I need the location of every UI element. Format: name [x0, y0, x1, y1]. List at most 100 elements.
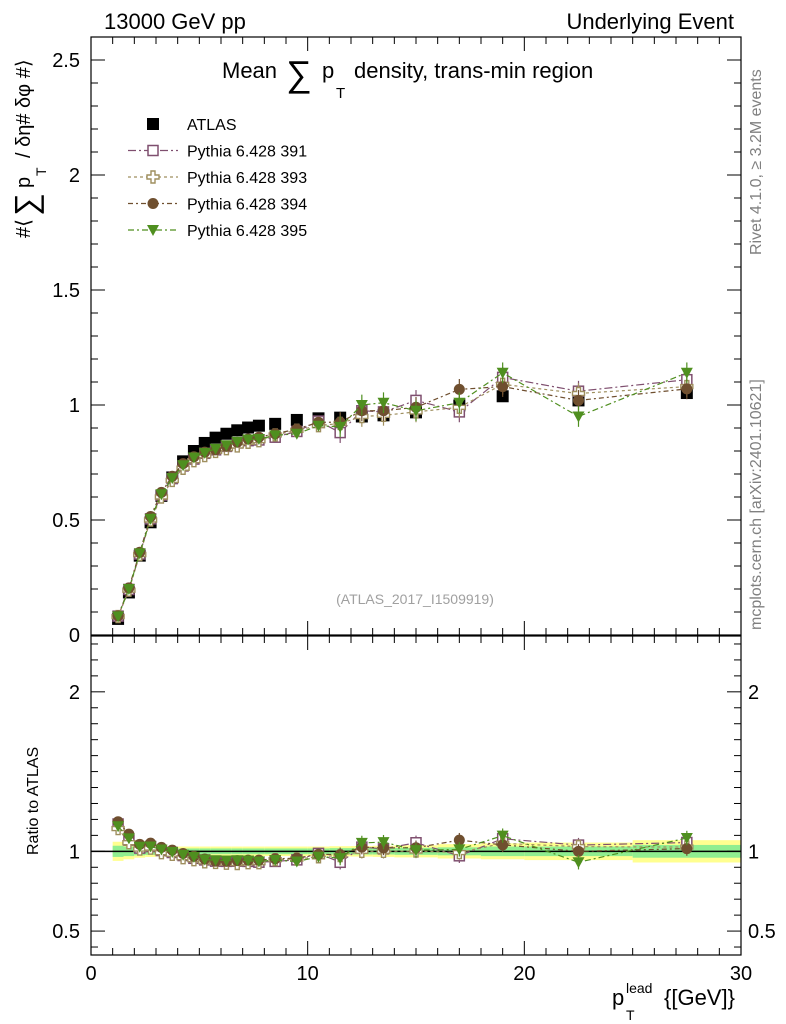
- x-tick-label: 30: [730, 963, 752, 985]
- series-line-p394: [117, 385, 687, 617]
- mcplots-label: mcplots.cern.ch [arXiv:2401.10621]: [748, 379, 765, 630]
- x-tick-label: 0: [85, 963, 96, 985]
- ratio-point-p395: [166, 847, 179, 859]
- plot-title-suffix: density, trans-min region: [354, 58, 593, 83]
- point-p395: [198, 447, 211, 459]
- main-panel-series: [111, 362, 694, 625]
- ratio-point-p395: [242, 855, 255, 867]
- process-label: Underlying Event: [566, 9, 734, 34]
- axis-ticks: [90, 36, 742, 955]
- legend-marker-p391: [147, 144, 159, 157]
- ratio-point-p394: [453, 834, 465, 846]
- point-p395: [453, 397, 466, 409]
- ylabel-sub: T: [33, 167, 49, 176]
- ylabel-p: p: [13, 177, 35, 188]
- ratio-panel-series: [111, 816, 694, 871]
- ratio-y-tick-label: 2: [69, 682, 80, 704]
- point-atlas: [209, 431, 222, 444]
- ratio-point-p395: [377, 837, 390, 849]
- main-y-tick-label: 1: [69, 395, 80, 417]
- point-p395: [209, 443, 222, 455]
- main-y-tick-label: 2.5: [52, 50, 80, 72]
- ratio-point-p395: [231, 855, 244, 867]
- series-line-p395: [117, 372, 688, 617]
- point-p395: [410, 405, 422, 417]
- point-atlas: [290, 413, 303, 426]
- main-y-tick-label: 0: [69, 625, 80, 647]
- legend: ATLAS Pythia 6.428 391 Pythia 6.428 393 Pyt…: [128, 117, 307, 240]
- xlabel-p: p: [612, 985, 624, 1010]
- point-p395: [252, 434, 265, 446]
- watermark-label: (ATLAS_2017_I1509919): [336, 591, 494, 607]
- point-p395: [155, 489, 168, 501]
- point-p395: [133, 548, 146, 560]
- plot-title-sub: T: [336, 85, 345, 102]
- main-y-axis-label: #⟨ ∑ p T / δη# δφ #⟩: [8, 59, 49, 238]
- x-axis-label: p lead T {[GeV]}: [612, 980, 735, 1023]
- legend-marker-atlas: [147, 118, 159, 130]
- ratio-point-p395: [177, 849, 190, 861]
- point-p394: [497, 381, 509, 393]
- ratio-point-p395: [496, 830, 509, 842]
- plot-title-sum: ∑: [286, 53, 312, 94]
- point-atlas: [231, 424, 244, 437]
- ratio-point-p394: [573, 845, 584, 857]
- ratio-y-tick-label-right: 0.5: [748, 921, 776, 943]
- point-p395: [231, 436, 244, 448]
- ratio-panel-frame: [90, 635, 742, 956]
- point-p395: [269, 430, 282, 442]
- xlabel-unit: {[GeV]}: [664, 985, 735, 1010]
- point-p395: [572, 411, 585, 423]
- legend-label-p394: Pythia 6.428 394: [187, 197, 307, 214]
- point-atlas: [269, 417, 282, 430]
- ratio-point-p395: [269, 855, 282, 867]
- ylabel-sum: ∑: [8, 193, 44, 216]
- legend-label-p395: Pythia 6.428 395: [187, 223, 307, 240]
- point-p394: [453, 383, 465, 395]
- plot-title-prefix: Mean: [222, 58, 277, 83]
- ratio-point-p395: [155, 844, 168, 856]
- energy-label: 13000 GeV pp: [104, 9, 246, 34]
- point-atlas: [220, 427, 233, 440]
- ratio-point-p395: [252, 856, 265, 868]
- point-p395: [144, 513, 157, 525]
- ratio-point-p395: [112, 821, 125, 833]
- ratio-point-p394: [497, 839, 509, 851]
- ratio-point-p395: [355, 837, 368, 849]
- ratio-y-axis-label: Ratio to ATLAS: [25, 747, 42, 855]
- series-line-p393: [117, 383, 687, 617]
- rivet-label: Rivet 4.1.0, ≥ 3.2M events: [748, 69, 765, 255]
- legend-marker-p393: [146, 170, 160, 184]
- ratio-point-p395: [453, 844, 466, 856]
- point-p395: [680, 367, 693, 379]
- point-p395: [122, 584, 135, 595]
- point-p395: [242, 434, 255, 446]
- ylabel-rest: / δη# δφ #⟩: [13, 59, 35, 158]
- ratio-point-p395: [133, 841, 146, 853]
- point-p395: [177, 460, 190, 472]
- ratio-point-p395: [290, 856, 303, 868]
- point-p395: [496, 367, 509, 379]
- point-p395: [290, 428, 303, 440]
- ratio-point-p395: [220, 855, 233, 867]
- point-p395: [220, 440, 233, 452]
- ratio-point-p395: [572, 857, 585, 869]
- ratio-point-p395: [144, 841, 157, 853]
- point-p394: [681, 383, 693, 395]
- x-tick-label: 20: [513, 963, 535, 985]
- point-p395: [187, 452, 200, 464]
- ratio-point-p395: [122, 833, 135, 845]
- ratio-point-p395: [312, 851, 325, 863]
- legend-marker-p395: [147, 225, 159, 236]
- plot-title: Mean ∑ p T density, trans-min region: [222, 53, 593, 102]
- legend-marker-p394: [147, 198, 159, 209]
- ratio-point-p395: [334, 853, 347, 865]
- point-atlas: [198, 436, 211, 449]
- xlabel-sup: lead: [626, 980, 652, 996]
- point-p395: [377, 397, 390, 409]
- main-y-tick-label: 1.5: [52, 280, 80, 302]
- ratio-y-tick-label-right: 1: [748, 841, 759, 863]
- plot-title-p: p: [322, 58, 334, 83]
- legend-label-p393: Pythia 6.428 393: [187, 170, 307, 187]
